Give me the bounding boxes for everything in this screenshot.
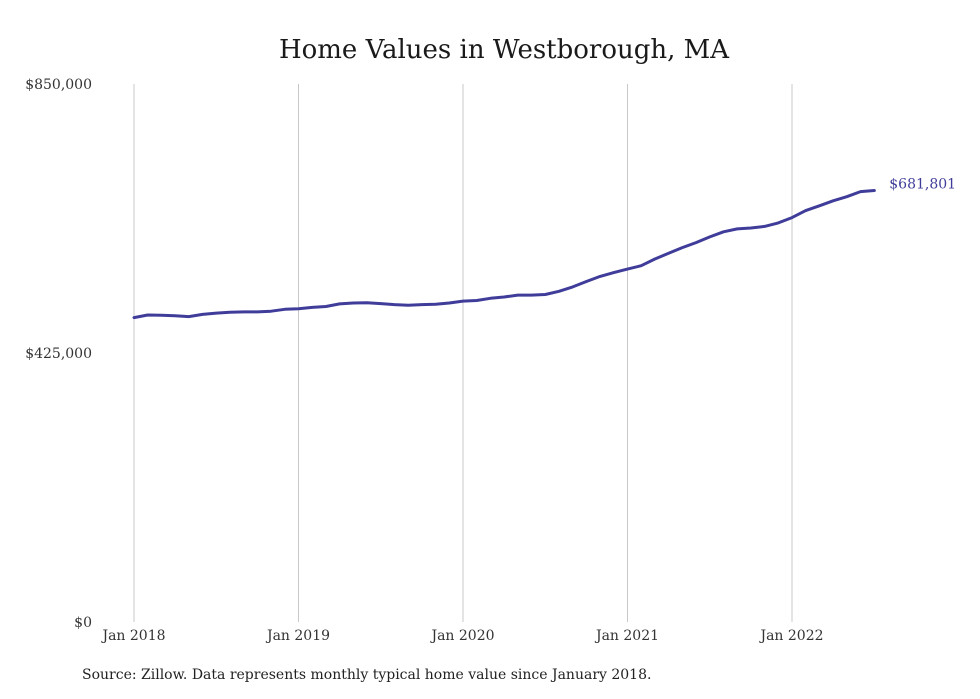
y-tick-label: $425,000	[25, 346, 92, 362]
grid-lines	[133, 84, 793, 622]
chart-title: Home Values in Westborough, MA	[279, 35, 730, 65]
series-line	[132, 189, 876, 320]
x-tick-label: Jan 2018	[100, 628, 165, 644]
y-tick-label: $0	[74, 615, 92, 631]
end-value-label: $681,801	[889, 176, 956, 192]
y-axis-ticks: $0 $425,000 $850,000	[25, 77, 92, 631]
x-axis-ticks: Jan 2018 Jan 2019 Jan 2020 Jan 2021 Jan 2022	[100, 628, 823, 644]
x-tick-label: Jan 2019	[265, 628, 330, 644]
line-chart: Home Values in Westborough, MA $0 $425,00…	[25, 35, 956, 644]
x-tick-label: Jan 2022	[758, 628, 823, 644]
source-note: Source: Zillow. Data represents monthly …	[82, 667, 652, 683]
x-tick-label: Jan 2020	[429, 628, 494, 644]
y-tick-label: $850,000	[25, 77, 92, 93]
x-tick-label: Jan 2021	[594, 628, 659, 644]
